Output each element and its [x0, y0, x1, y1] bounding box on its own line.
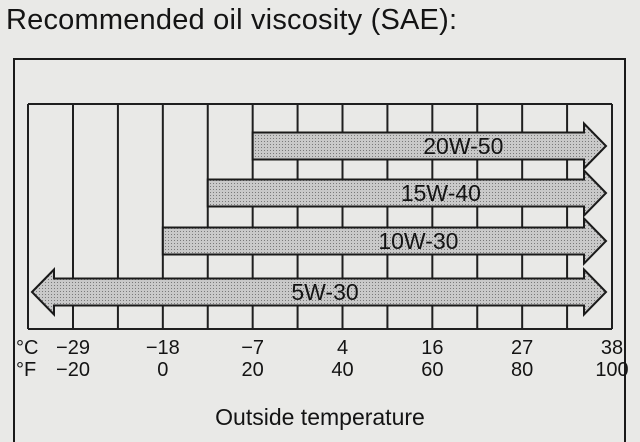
chart-frame: [13, 58, 626, 442]
celsius-tick-label: −29: [56, 337, 90, 359]
range-arrow-5w-30: [30, 267, 608, 317]
fahrenheit-tick-label: −20: [56, 359, 90, 381]
celsius-tick-label: 4: [336, 337, 349, 359]
celsius-tick-label: 27: [511, 337, 534, 359]
fahrenheit-tick-label: 100: [595, 359, 629, 381]
fahrenheit-tick-label: 40: [331, 359, 354, 381]
range-arrow-10w-30: [161, 216, 608, 266]
celsius-unit-label: °C: [16, 337, 39, 359]
fahrenheit-unit-label: °F: [16, 359, 37, 381]
celsius-tick-label: 38: [600, 337, 624, 359]
celsius-tick-label: −18: [145, 337, 180, 359]
page-title: Recommended oil viscosity (SAE):: [6, 4, 458, 36]
range-arrow-20w-50: [251, 121, 608, 171]
fahrenheit-tick-label: 60: [421, 359, 444, 381]
fahrenheit-tick-label: 20: [241, 359, 264, 381]
celsius-tick-label: −7: [241, 337, 265, 359]
fahrenheit-tick-label: 80: [511, 359, 534, 381]
chart-series: 20W-50 15W-40 10W-30 5W-30: [30, 121, 608, 317]
series-label: 5W-30: [291, 279, 358, 305]
celsius-tick-label: 16: [421, 337, 444, 359]
fahrenheit-tick-label: 0: [157, 359, 169, 381]
range-arrow-15w-40: [206, 168, 608, 218]
series-label: 15W-40: [401, 180, 481, 206]
x-axis-title: Outside temperature: [215, 404, 425, 430]
series-label: 20W-50: [423, 133, 503, 159]
series-label: 10W-30: [378, 228, 458, 254]
